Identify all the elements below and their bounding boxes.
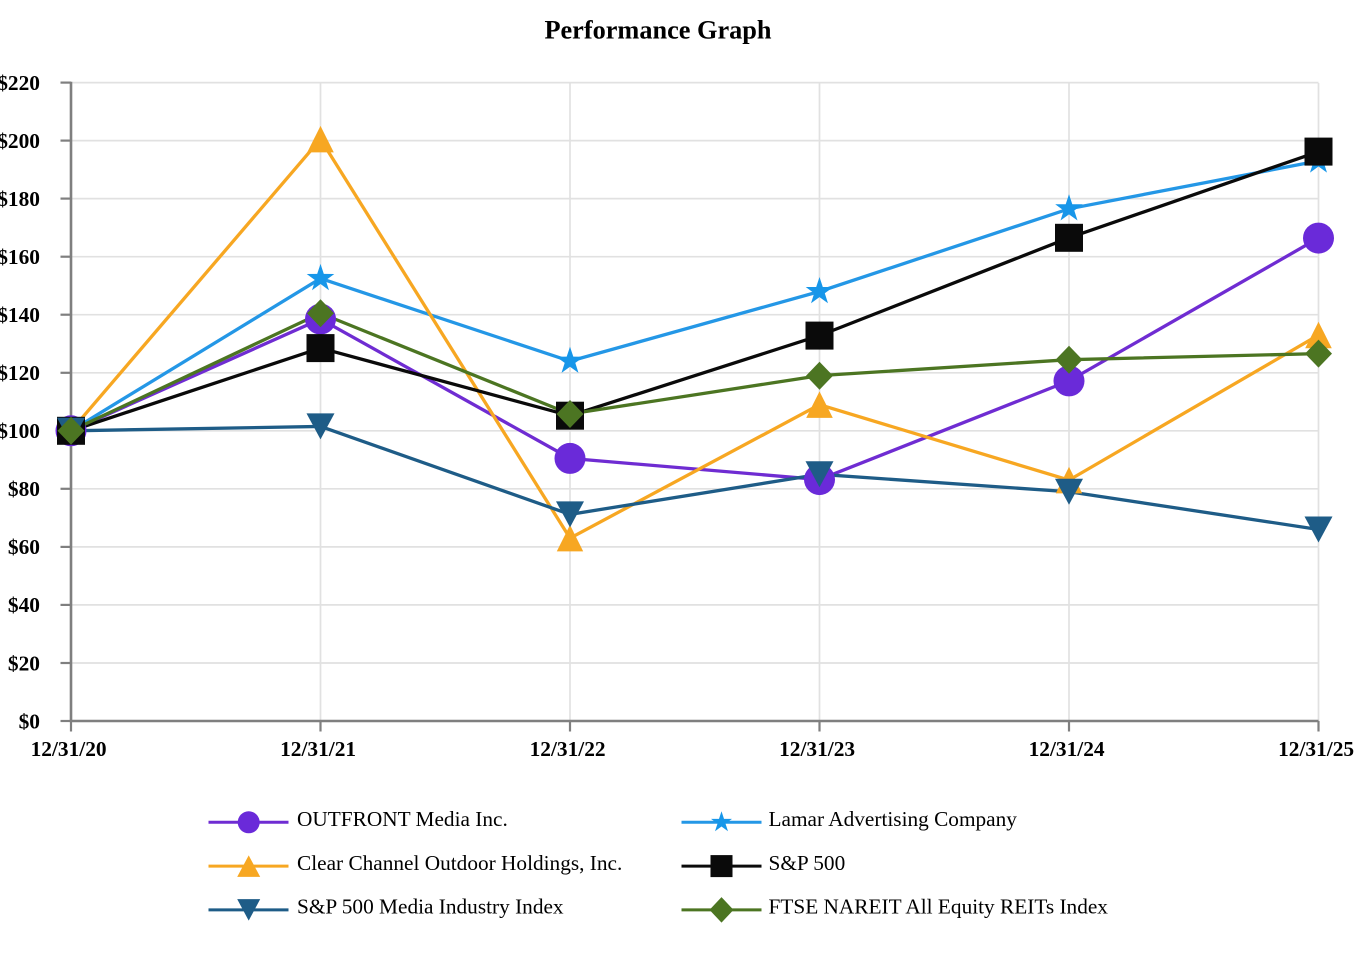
- svg-text:$160: $160: [0, 245, 40, 269]
- svg-text:12/31/22: 12/31/22: [530, 737, 606, 761]
- svg-text:$120: $120: [0, 361, 40, 385]
- svg-text:Lamar Advertising Company: Lamar Advertising Company: [769, 807, 1018, 831]
- svg-text:12/31/21: 12/31/21: [280, 737, 356, 761]
- svg-text:FTSE NAREIT All Equity REITs I: FTSE NAREIT All Equity REITs Index: [769, 895, 1109, 919]
- svg-text:$100: $100: [0, 419, 40, 443]
- svg-text:12/31/23: 12/31/23: [779, 737, 855, 761]
- svg-text:Performance Graph: Performance Graph: [544, 16, 771, 45]
- svg-text:$60: $60: [8, 535, 40, 559]
- svg-text:12/31/20: 12/31/20: [31, 737, 107, 761]
- svg-text:OUTFRONT Media Inc.: OUTFRONT Media Inc.: [297, 807, 508, 831]
- svg-text:12/31/25: 12/31/25: [1278, 737, 1354, 761]
- svg-text:$40: $40: [8, 593, 40, 617]
- svg-text:$140: $140: [0, 303, 40, 327]
- svg-text:S&P 500 Media Industry Index: S&P 500 Media Industry Index: [297, 895, 564, 919]
- svg-text:Clear Channel Outdoor Holdings: Clear Channel Outdoor Holdings, Inc.: [297, 851, 622, 875]
- svg-text:S&P 500: S&P 500: [769, 851, 846, 875]
- svg-text:$20: $20: [8, 651, 40, 675]
- svg-text:$0: $0: [19, 709, 40, 733]
- svg-text:$80: $80: [8, 477, 40, 501]
- svg-text:$180: $180: [0, 187, 40, 211]
- svg-text:$220: $220: [0, 71, 40, 95]
- svg-text:$200: $200: [0, 129, 40, 153]
- svg-text:12/31/24: 12/31/24: [1029, 737, 1105, 761]
